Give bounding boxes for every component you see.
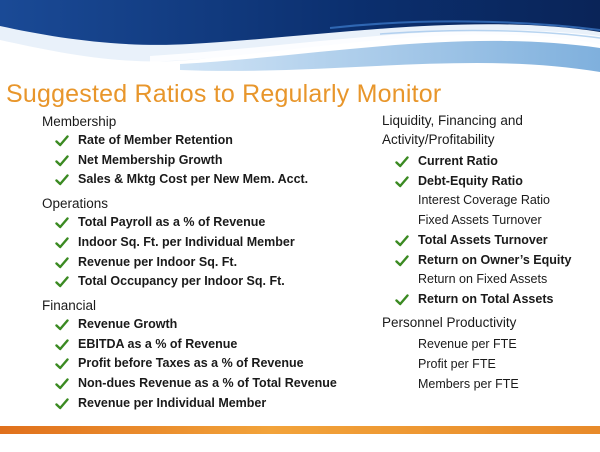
ratio-label: Debt-Equity Ratio bbox=[418, 173, 523, 188]
section-personnel-productivity: Personnel Productivity Revenue per FTE P… bbox=[382, 314, 594, 395]
section-heading: Operations bbox=[42, 196, 109, 212]
bottom-accent-bar bbox=[0, 426, 600, 434]
ratio-item: Return on Owner’s Equity bbox=[382, 251, 594, 271]
section-heading: Membership bbox=[42, 114, 117, 129]
ratio-list: Revenue per FTE Profit per FTE Members p… bbox=[382, 335, 594, 394]
ratio-item: Revenue per Individual Member bbox=[42, 394, 342, 414]
check-icon bbox=[55, 256, 69, 268]
ratio-list: Revenue Growth EBITDA as a % of Revenue … bbox=[42, 315, 342, 414]
section-liquidity-financing: Liquidity, Financing and Activity/Profit… bbox=[382, 112, 594, 310]
check-icon bbox=[395, 156, 409, 168]
ratio-item: Profit per FTE bbox=[382, 355, 594, 375]
ratio-label: Fixed Assets Turnover bbox=[418, 213, 542, 228]
section-heading-line: Activity/Profitability bbox=[382, 131, 495, 147]
check-icon bbox=[55, 358, 69, 370]
ratio-item: Revenue Growth bbox=[42, 315, 342, 335]
check-icon bbox=[395, 294, 409, 306]
ratio-label: Profit before Taxes as a % of Revenue bbox=[78, 356, 304, 371]
ratio-item: Current Ratio bbox=[382, 152, 594, 172]
ratio-item: Interest Coverage Ratio bbox=[382, 191, 594, 211]
ratio-list: Rate of Member Retention Net Membership … bbox=[42, 131, 342, 190]
ratio-item: Profit before Taxes as a % of Revenue bbox=[42, 354, 342, 374]
ratio-label: Net Membership Growth bbox=[78, 152, 223, 167]
ratio-item: Return on Fixed Assets bbox=[382, 270, 594, 290]
section-heading-line: Liquidity, Financing and bbox=[382, 113, 523, 128]
check-icon bbox=[55, 174, 69, 186]
section-membership: Membership Rate of Member Retention Net … bbox=[42, 112, 342, 190]
section-heading: Personnel Productivity bbox=[382, 314, 517, 330]
check-icon bbox=[55, 237, 69, 249]
ratio-item: Revenue per Indoor Sq. Ft. bbox=[42, 253, 342, 273]
ratio-label: Revenue Growth bbox=[78, 316, 178, 331]
check-icon bbox=[395, 235, 409, 247]
ratio-list: Current Ratio Debt-Equity Ratio Interest… bbox=[382, 152, 594, 310]
ratio-label: Total Assets Turnover bbox=[418, 232, 548, 247]
ratio-item: Return on Total Assets bbox=[382, 290, 594, 310]
section-operations: Operations Total Payroll as a % of Reven… bbox=[42, 194, 342, 292]
section-heading: Liquidity, Financing and Activity/Profit… bbox=[382, 112, 594, 149]
check-icon bbox=[395, 254, 409, 266]
ratio-item: Non-dues Revenue as a % of Total Revenue bbox=[42, 374, 342, 394]
check-icon bbox=[55, 155, 69, 166]
ratio-label: EBITDA as a % of Revenue bbox=[78, 336, 238, 351]
ratio-item: Total Occupancy per Indoor Sq. Ft. bbox=[42, 272, 342, 292]
right-column: Liquidity, Financing and Activity/Profit… bbox=[382, 112, 594, 394]
section-heading: Financial bbox=[42, 297, 97, 313]
ratio-label: Return on Owner’s Equity bbox=[418, 252, 572, 267]
ratio-label: Members per FTE bbox=[418, 376, 519, 391]
check-icon bbox=[55, 276, 69, 288]
ratio-item: Sales & Mktg Cost per New Mem. Acct. bbox=[42, 170, 342, 190]
ratio-item: Total Payroll as a % of Revenue bbox=[42, 213, 342, 233]
check-icon bbox=[55, 217, 69, 229]
ratio-label: Revenue per Indoor Sq. Ft. bbox=[78, 254, 238, 269]
ratio-label: Indoor Sq. Ft. per Individual Member bbox=[78, 234, 295, 249]
ratio-label: Profit per FTE bbox=[418, 356, 496, 371]
check-icon bbox=[55, 398, 69, 409]
ratio-label: Return on Fixed Assets bbox=[418, 272, 548, 287]
slide-title: Suggested Ratios to Regularly Monitor bbox=[6, 80, 442, 108]
section-financial: Financial Revenue Growth EBITDA as a % o… bbox=[42, 296, 342, 414]
ratio-label: Sales & Mktg Cost per New Mem. Acct. bbox=[78, 172, 309, 187]
ratio-item: Debt-Equity Ratio bbox=[382, 172, 594, 192]
ratio-label: Rate of Member Retention bbox=[78, 133, 233, 147]
ratio-label: Revenue per FTE bbox=[418, 337, 517, 352]
ratio-label: Revenue per Individual Member bbox=[78, 395, 267, 410]
check-icon bbox=[55, 319, 69, 331]
ratio-item: Indoor Sq. Ft. per Individual Member bbox=[42, 233, 342, 253]
ratio-label: Return on Total Assets bbox=[418, 291, 554, 306]
ratio-item: Rate of Member Retention bbox=[42, 131, 342, 151]
ratio-item: EBITDA as a % of Revenue bbox=[42, 335, 342, 355]
check-icon bbox=[55, 338, 69, 350]
check-icon bbox=[55, 135, 69, 147]
ratio-label: Interest Coverage Ratio bbox=[418, 193, 551, 208]
header-wave-banner bbox=[0, 0, 600, 72]
ratio-item: Fixed Assets Turnover bbox=[382, 211, 594, 231]
ratio-label: Total Occupancy per Indoor Sq. Ft. bbox=[78, 274, 285, 289]
ratio-item: Net Membership Growth bbox=[42, 151, 342, 171]
ratio-item: Revenue per FTE bbox=[382, 335, 594, 355]
ratio-label: Non-dues Revenue as a % of Total Revenue bbox=[78, 376, 337, 391]
ratio-label: Total Payroll as a % of Revenue bbox=[78, 215, 266, 230]
ratio-list: Total Payroll as a % of Revenue Indoor S… bbox=[42, 213, 342, 292]
ratio-item: Total Assets Turnover bbox=[382, 231, 594, 251]
check-icon bbox=[55, 378, 69, 390]
ratio-item: Members per FTE bbox=[382, 375, 594, 395]
left-column: Membership Rate of Member Retention Net … bbox=[42, 112, 342, 413]
ratio-label: Current Ratio bbox=[418, 154, 498, 168]
check-icon bbox=[395, 176, 409, 187]
